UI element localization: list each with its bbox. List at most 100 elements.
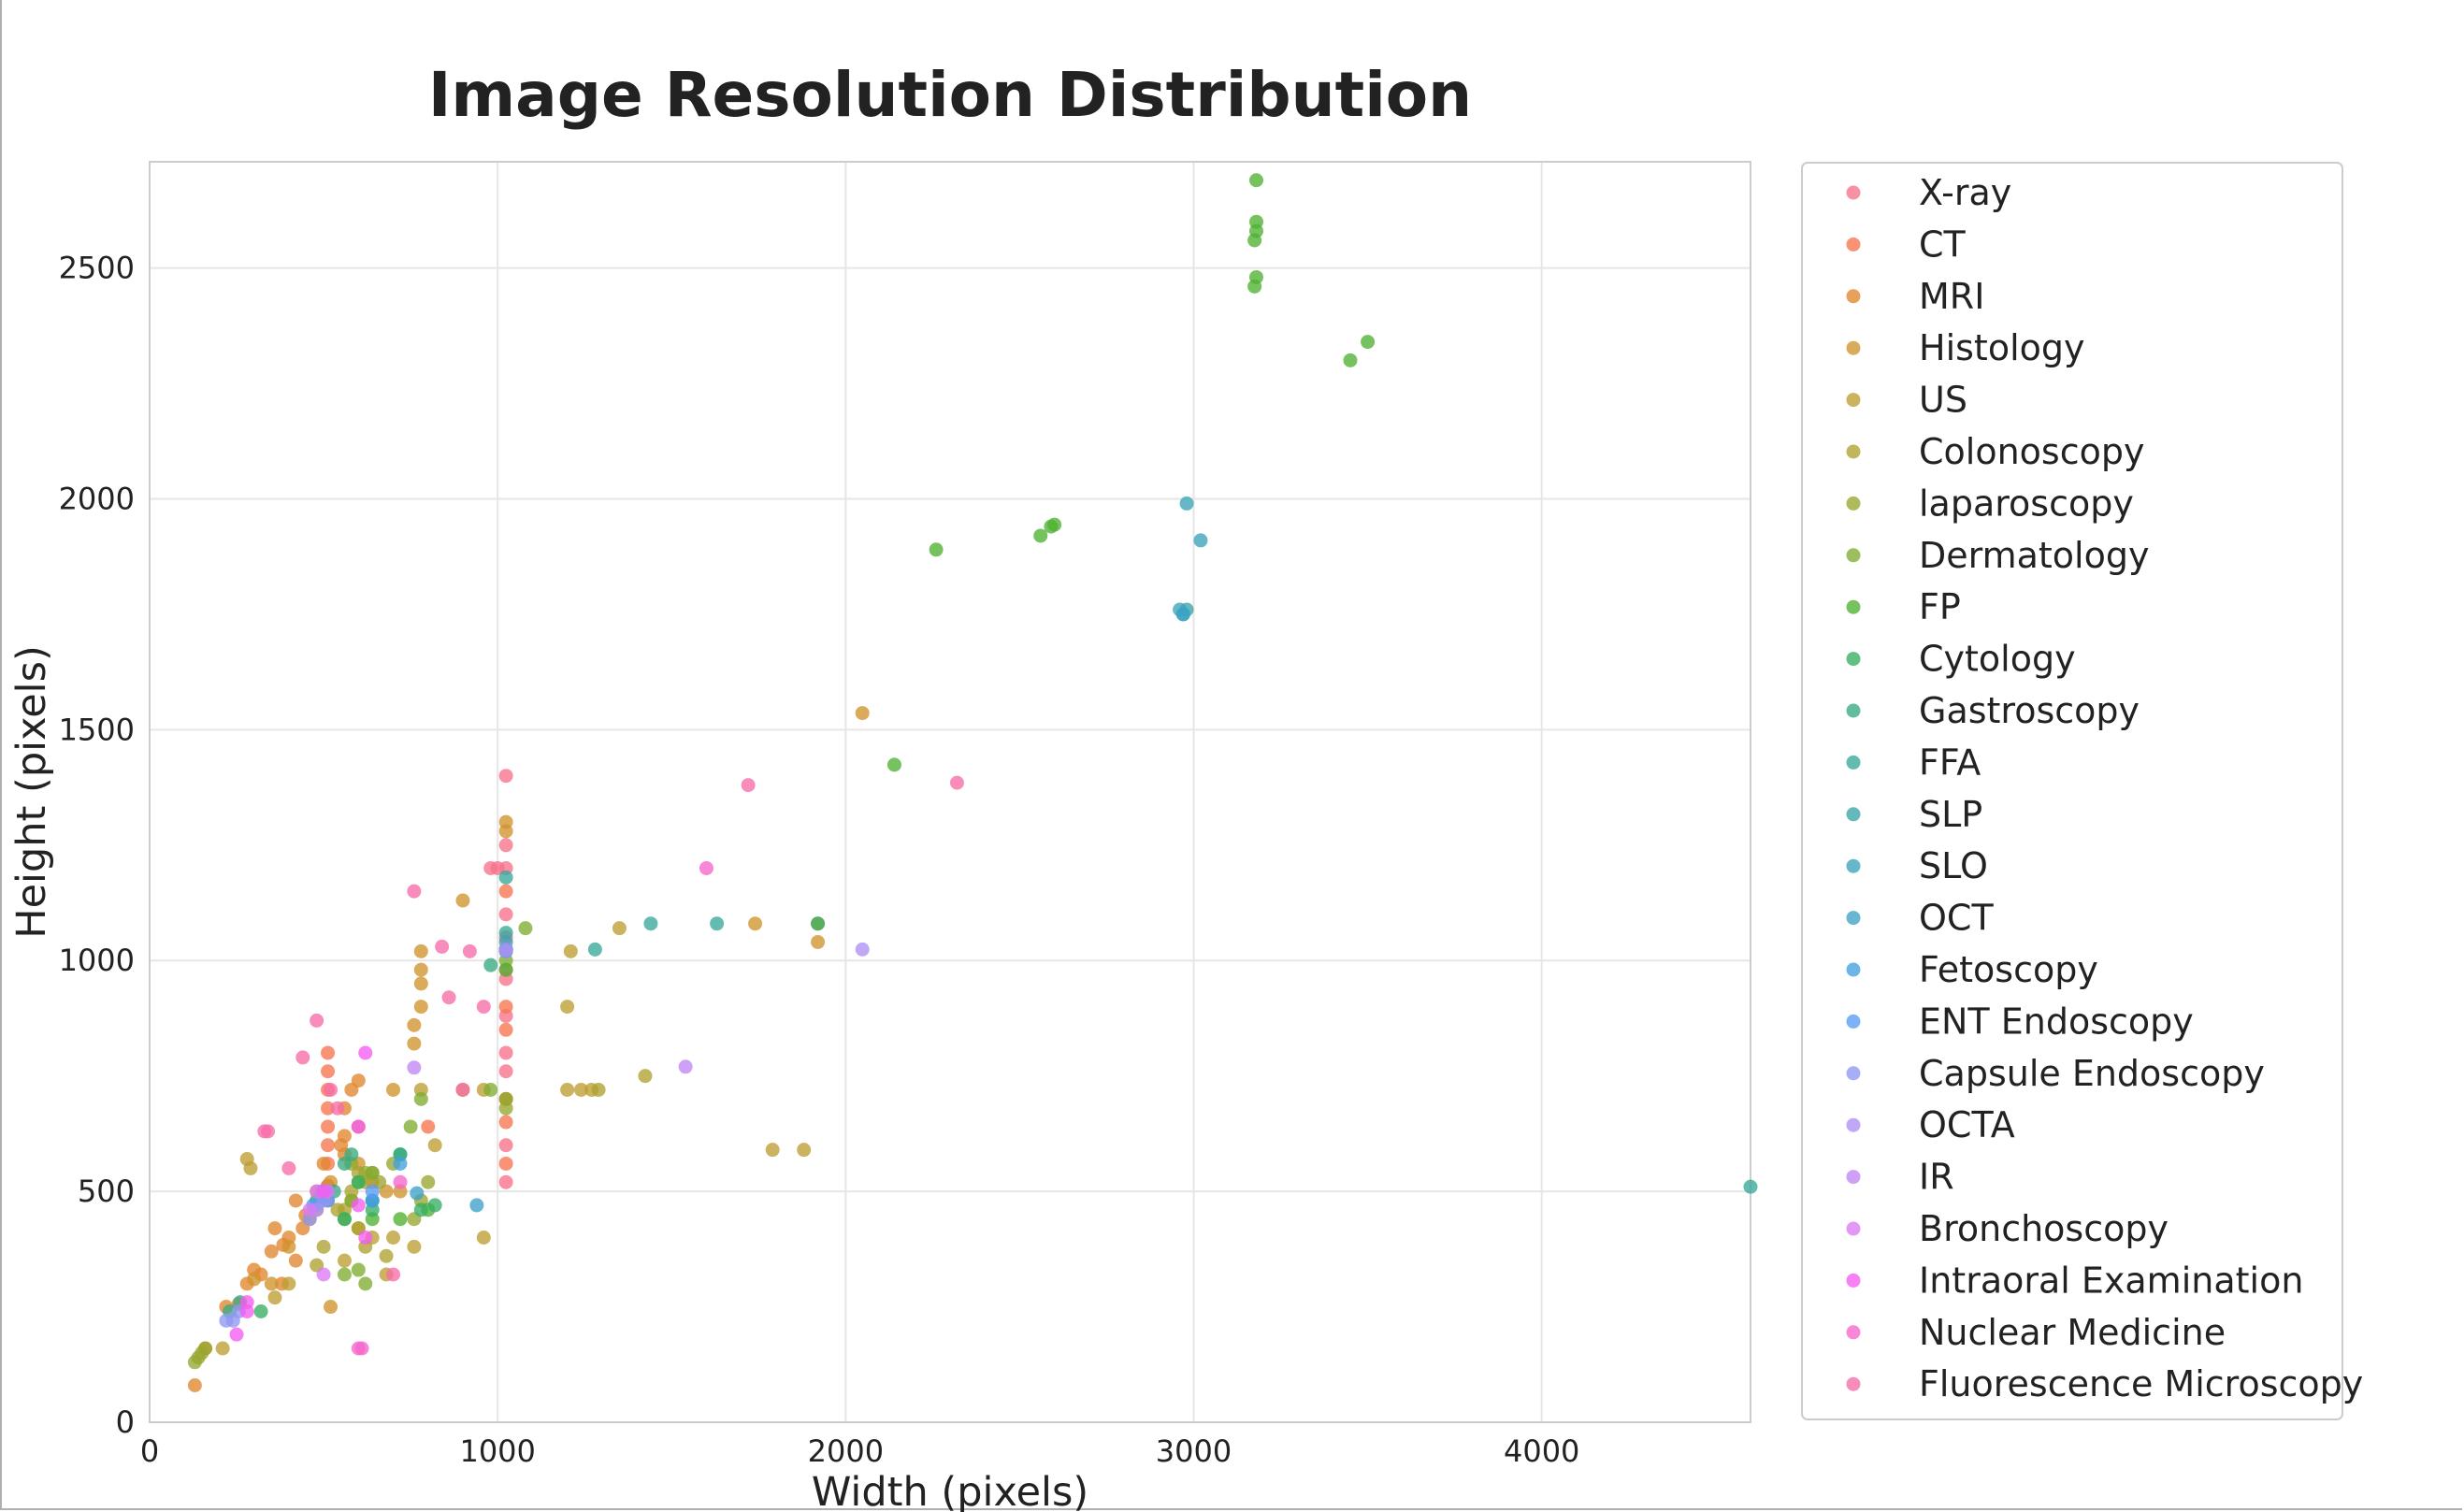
legend-item: MRI — [1846, 276, 1984, 317]
legend-label: MRI — [1919, 276, 1984, 317]
legend-marker — [1846, 1117, 1861, 1132]
data-point — [358, 1045, 373, 1060]
legend-item: Intraoral Examination — [1846, 1260, 2303, 1301]
data-point — [591, 1082, 606, 1097]
legend-marker — [1846, 1066, 1861, 1081]
data-point — [413, 943, 428, 958]
legend-marker — [1846, 1221, 1861, 1236]
series-fluorescence-microscopy — [257, 775, 964, 1282]
series-ffa — [498, 870, 1758, 1194]
legend-label: ENT Endoscopy — [1919, 1001, 2194, 1042]
data-point — [498, 870, 513, 885]
data-point — [334, 1138, 349, 1153]
data-point — [337, 1253, 352, 1268]
legend-label: CT — [1919, 223, 1967, 265]
data-point — [393, 1156, 408, 1171]
legend-marker — [1846, 755, 1861, 770]
data-point — [321, 1101, 336, 1116]
legend-label: IR — [1919, 1157, 1954, 1198]
legend-item: Fetoscopy — [1846, 949, 2098, 990]
data-point — [638, 1069, 653, 1084]
points-layer — [187, 173, 1758, 1392]
legend-marker — [1846, 962, 1861, 977]
legend-marker — [1846, 703, 1861, 718]
data-point — [748, 916, 763, 931]
y-tick-label: 1000 — [59, 943, 135, 978]
legend-label: Bronchoscopy — [1919, 1208, 2169, 1249]
y-tick-label: 500 — [78, 1174, 135, 1209]
legend-item: Gastroscopy — [1846, 690, 2140, 731]
data-point — [229, 1327, 244, 1342]
legend-item: X-ray — [1846, 172, 2011, 213]
data-point — [741, 778, 756, 793]
data-point — [886, 757, 901, 772]
data-point — [187, 1377, 202, 1392]
data-point — [413, 1091, 428, 1106]
data-point — [386, 1267, 401, 1282]
x-tick-label: 1000 — [459, 1433, 535, 1469]
data-point — [407, 1239, 422, 1254]
data-point — [678, 1059, 693, 1074]
legend-marker — [1846, 1376, 1861, 1391]
data-point — [498, 1174, 513, 1189]
legend-marker — [1846, 289, 1861, 304]
data-point — [321, 1138, 336, 1153]
legend-label: Cytology — [1919, 639, 2076, 680]
data-point — [765, 1143, 780, 1158]
legend-item: Nuclear Medicine — [1846, 1312, 2226, 1353]
data-point — [476, 1230, 491, 1245]
data-point — [498, 962, 513, 977]
data-point — [855, 706, 870, 721]
data-point — [462, 943, 477, 958]
series-oct — [315, 607, 1190, 1213]
data-point — [264, 1244, 279, 1259]
legend-marker — [1846, 1273, 1861, 1288]
data-point — [187, 1355, 202, 1370]
legend-marker — [1846, 496, 1861, 511]
legend-item: Fluorescence Microscopy — [1846, 1363, 2363, 1404]
data-point — [337, 1267, 352, 1282]
data-point — [1249, 173, 1264, 188]
legend-label: Dermatology — [1919, 535, 2149, 576]
legend-item: Dermatology — [1846, 535, 2149, 576]
legend-label: FP — [1919, 586, 1961, 627]
legend-label: laparoscopy — [1919, 482, 2134, 524]
data-point — [476, 1000, 491, 1015]
legend-item: SLO — [1846, 845, 1988, 886]
data-point — [321, 1064, 336, 1079]
x-tick-label: 4000 — [1504, 1433, 1579, 1469]
legend: X-ray CT MRI Histology US Colonoscopy laparosc… — [1846, 172, 2363, 1404]
data-point — [365, 1165, 380, 1180]
data-point — [518, 921, 533, 936]
data-point — [267, 1221, 282, 1236]
chart-title: Image Resolution Distribution — [428, 59, 1472, 131]
data-point — [455, 893, 470, 908]
x-axis-label: Width (pixels) — [812, 1469, 1088, 1512]
legend-item: Cytology — [1846, 639, 2076, 680]
ticks-layer: 0 1000 2000 3000 4000 0 500 1000 1500 2000 2500 — [59, 251, 1580, 1469]
data-point — [358, 1230, 373, 1245]
legend-label: Fluorescence Microscopy — [1919, 1363, 2363, 1404]
data-point — [239, 1303, 254, 1318]
legend-item: US — [1846, 380, 1967, 421]
legend-item: OCT — [1846, 898, 1994, 939]
data-point — [421, 1174, 436, 1189]
data-point — [1743, 1179, 1758, 1194]
data-point — [321, 1119, 336, 1134]
data-point — [587, 942, 602, 957]
x-tick-label: 3000 — [1156, 1433, 1232, 1469]
data-point — [386, 1082, 401, 1097]
data-point — [490, 860, 505, 875]
legend-item: laparoscopy — [1846, 482, 2134, 524]
legend-label: Fetoscopy — [1919, 949, 2098, 990]
y-axis-label: Height (pixels) — [8, 645, 55, 939]
data-point — [498, 942, 513, 957]
y-tick-label: 1500 — [59, 712, 135, 747]
plot-area-frame — [149, 161, 1751, 1423]
legend-marker — [1846, 599, 1861, 614]
legend-marker — [1846, 858, 1861, 873]
data-point — [253, 1303, 268, 1318]
data-point — [1247, 279, 1262, 294]
data-point — [351, 1174, 366, 1189]
